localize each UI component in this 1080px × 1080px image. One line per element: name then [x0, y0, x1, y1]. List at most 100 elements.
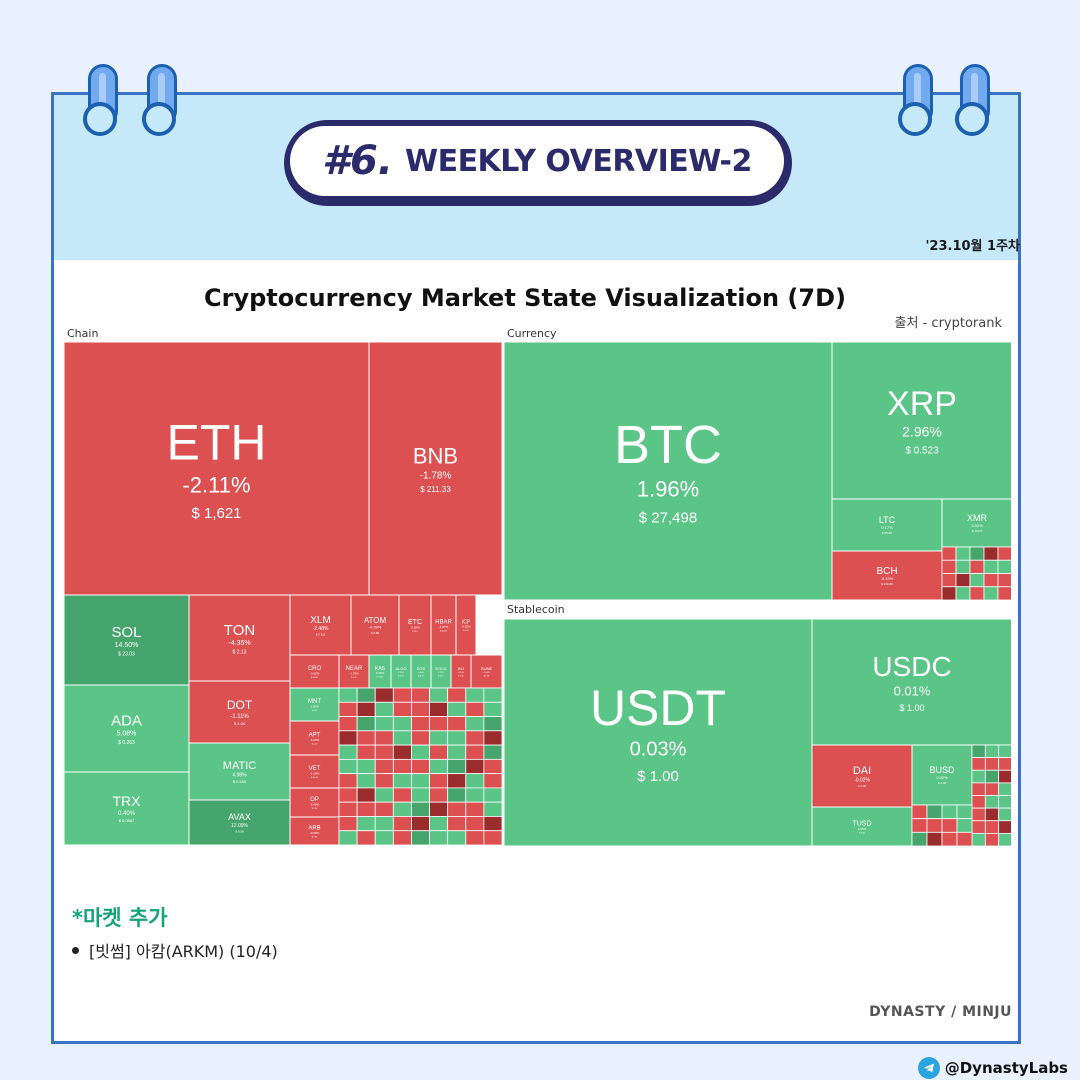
treemap-tile-minor [465, 730, 485, 746]
treemap-symbol: EOS [417, 666, 426, 671]
treemap-tile-avax[interactable] [188, 799, 291, 846]
treemap-tile-minor [984, 757, 1000, 771]
treemap-tile-minor [429, 773, 449, 789]
treemap-symbol: ADA [111, 712, 142, 729]
treemap-symbol: ETH [167, 415, 267, 471]
treemap-tile-minor [338, 687, 358, 703]
treemap-change: 1.96% [637, 477, 699, 502]
treemap-symbol: XRP [887, 385, 957, 423]
treemap-symbol: NEAR [346, 666, 363, 672]
treemap-tile-minor [338, 773, 358, 789]
treemap-price: $ 3.05 [463, 630, 469, 632]
treemap-tile-dot[interactable] [188, 680, 291, 744]
treemap-price: $ 0.88 [312, 836, 318, 838]
treemap-tile-minor [392, 830, 412, 846]
treemap-tile-minor [926, 818, 943, 833]
treemap-tile-minor [374, 744, 394, 760]
treemap-tile-minor [971, 782, 986, 796]
treemap-price: $ 6.86 [371, 631, 380, 635]
treemap-tile-minor [447, 730, 467, 746]
treemap-change: 0.01% [894, 683, 931, 698]
treemap-tile-minor [971, 769, 986, 784]
treemap-tile-minor [483, 801, 503, 817]
market-add-title: *마켓 추가 [72, 906, 168, 930]
treemap-price: $ 0.111 [316, 632, 326, 636]
treemap-change: -3.20% [310, 738, 320, 742]
treemap-price: $ 0.049 [440, 630, 448, 632]
treemap-price: $ 1,621 [191, 505, 241, 522]
treemap-tile-minor [465, 716, 485, 732]
treemap-tile-matic[interactable] [188, 742, 291, 801]
treemap-tile-minor [998, 832, 1011, 846]
treemap-tile-minor [483, 744, 503, 760]
treemap-price: $ 0.263 [118, 740, 135, 746]
treemap-tile-minor [969, 546, 985, 561]
treemap-tile-mnt[interactable] [289, 687, 340, 722]
treemap-tile-vet[interactable] [289, 754, 340, 789]
treemap-tile-minor [465, 816, 485, 832]
treemap-tile-op[interactable] [289, 787, 340, 818]
treemap-change: -0.80% [310, 831, 320, 835]
treemap-tile-busd[interactable] [911, 744, 973, 806]
treemap-tile-minor [374, 773, 394, 789]
treemap-tile-minor [392, 701, 412, 717]
treemap-tile-minor [971, 820, 986, 834]
treemap-tile-minor [429, 701, 449, 717]
treemap-tile-minor [392, 687, 412, 703]
treemap-tile-minor [447, 716, 467, 732]
treemap-price: $ 1.00 [637, 768, 679, 785]
treemap-price: $ 15.9 [412, 631, 418, 633]
treemap-tile-minor [429, 744, 449, 760]
treemap-price: $ 1.76 [484, 675, 490, 677]
telegram-handle[interactable]: @DynastyLabs [917, 1057, 1068, 1079]
treemap-tile-minor [411, 773, 430, 789]
treemap-tile-near[interactable] [338, 654, 370, 689]
treemap-tile-etc[interactable] [398, 594, 432, 656]
treemap-tile-trx[interactable] [64, 771, 190, 846]
treemap-tile-minor [338, 816, 358, 832]
treemap-symbol: BUSD [929, 765, 955, 775]
treemap-change: -1.40% [483, 672, 490, 674]
treemap-tile-minor [998, 782, 1011, 796]
treemap-tile-minor [392, 716, 412, 732]
treemap-tile-xlm[interactable] [289, 594, 352, 656]
treemap-tile-cro[interactable] [289, 654, 340, 689]
treemap-change: 0.17% [881, 525, 893, 530]
treemap-tile-minor [971, 757, 986, 771]
treemap-tile-minor [411, 687, 430, 703]
treemap-tile-minor [911, 831, 928, 846]
treemap-tile-bch[interactable] [831, 550, 943, 601]
treemap-change: -2.40% [310, 802, 320, 806]
treemap-price: $ 0.050 [311, 677, 319, 679]
treemap-change: -2.11% [182, 472, 250, 497]
treemap-price: $ 23.03 [118, 652, 135, 658]
treemap-symbol: KAS [375, 666, 386, 672]
treemap-tile-minor [997, 573, 1011, 588]
treemap-tile-minor [998, 744, 1011, 759]
treemap-tile-minor [429, 816, 449, 832]
treemap-tile-bnb[interactable] [368, 342, 503, 596]
treemap-tile-minor [941, 831, 958, 846]
treemap-tile-minor [998, 757, 1011, 771]
treemap-tile-ada[interactable] [64, 684, 190, 773]
treemap-symbol: MNT [308, 699, 321, 705]
treemap-tile-minor [338, 701, 358, 717]
treemap-tile-sol[interactable] [64, 594, 190, 686]
treemap-change: -2.10% [458, 672, 465, 674]
treemap-tile-minor [374, 758, 394, 775]
treemap-tile-minor [955, 546, 971, 561]
treemap-symbol: TRX [113, 793, 142, 809]
treemap-tile-minor [429, 787, 449, 803]
treemap-tile-minor [926, 831, 943, 846]
treemap-tile-minor [984, 832, 1000, 846]
treemap-price: $ 1.00 [938, 781, 947, 785]
treemap-change: 5.08% [117, 731, 137, 738]
treemap-tile-minor [447, 758, 467, 775]
treemap-tile-minor [998, 795, 1011, 809]
treemap-tile-usdt[interactable] [503, 618, 813, 846]
treemap-tile-arb[interactable] [289, 816, 340, 846]
treemap-tile-minor [465, 744, 485, 760]
treemap-tile-minor [447, 744, 467, 760]
treemap-tile-usdc[interactable] [811, 618, 1011, 746]
treemap-tile-minor [447, 773, 467, 789]
